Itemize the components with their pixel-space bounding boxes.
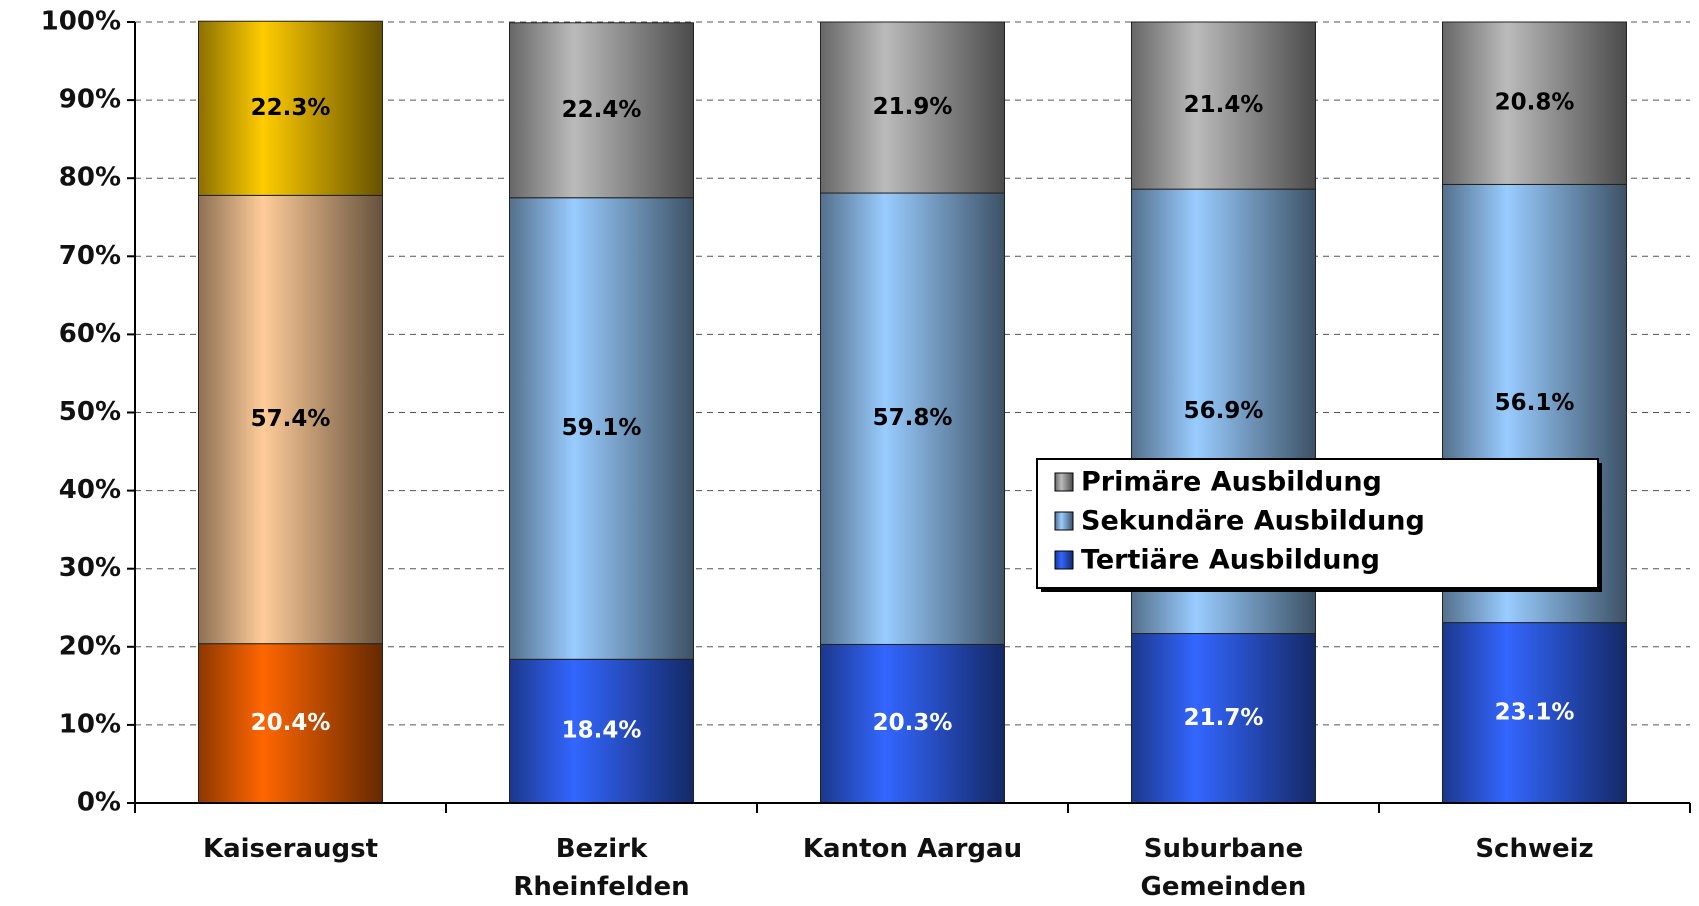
value-label: 20.4%	[251, 710, 331, 736]
value-label: 20.8%	[1495, 90, 1575, 116]
bar-segment	[1442, 21, 1627, 185]
y-tick-label: 100%	[41, 7, 121, 37]
legend-box	[1036, 458, 1599, 589]
y-tick-label: 60%	[59, 319, 121, 349]
value-label: 56.1%	[1495, 390, 1575, 416]
y-tick-label: 20%	[59, 631, 121, 661]
value-label: 21.9%	[873, 94, 953, 120]
y-tick-label: 90%	[59, 85, 121, 115]
y-tick-label: 80%	[59, 163, 121, 193]
value-label: 22.3%	[251, 95, 331, 121]
y-tick-label: 10%	[59, 709, 121, 739]
value-label: 57.8%	[873, 405, 953, 431]
legend-swatch	[1054, 472, 1074, 492]
bar-segment	[820, 192, 1005, 645]
bar-segment	[198, 643, 383, 804]
value-label: 18.4%	[562, 718, 642, 744]
value-label: 56.9%	[1184, 398, 1264, 424]
x-tick-label: Schweiz	[1475, 834, 1594, 864]
value-label: 21.7%	[1184, 705, 1264, 731]
x-tick-label: Kanton Aargau	[802, 834, 1023, 864]
y-tick-label: 70%	[59, 241, 121, 271]
x-tick-label: Suburbane Gemeinden	[1140, 834, 1307, 902]
value-label: 59.1%	[562, 415, 642, 441]
y-tick-label: 40%	[59, 475, 121, 505]
bar-segment	[198, 20, 383, 196]
legend-label: Primäre Ausbildung	[1081, 467, 1382, 498]
value-label: 23.1%	[1495, 699, 1575, 725]
x-tick-label: Bezirk Rheinfelden	[513, 834, 690, 902]
y-tick-label: 0%	[77, 788, 121, 818]
value-label: 21.4%	[1184, 92, 1264, 118]
y-tick-label: 30%	[59, 553, 121, 583]
bar-segment	[509, 22, 694, 199]
bar-segment	[509, 197, 694, 660]
legend-swatch	[1054, 550, 1074, 570]
value-label: 22.4%	[562, 97, 642, 123]
y-tick-label: 50%	[59, 397, 121, 427]
bar-segment	[820, 643, 1005, 804]
bar-segment	[820, 21, 1005, 194]
bar-segment	[509, 658, 694, 804]
bar-segment	[198, 194, 383, 645]
value-label: 57.4%	[251, 406, 331, 432]
bar-segment	[1131, 21, 1316, 190]
legend-label: Tertiäre Ausbildung	[1081, 545, 1380, 576]
legend-label: Sekundäre Ausbildung	[1081, 506, 1425, 537]
value-label: 20.3%	[873, 710, 953, 736]
x-tick-label: Kaiseraugst	[202, 834, 379, 864]
legend-swatch	[1054, 511, 1074, 531]
bar-segment	[1131, 633, 1316, 804]
bar-segment	[1442, 622, 1627, 804]
